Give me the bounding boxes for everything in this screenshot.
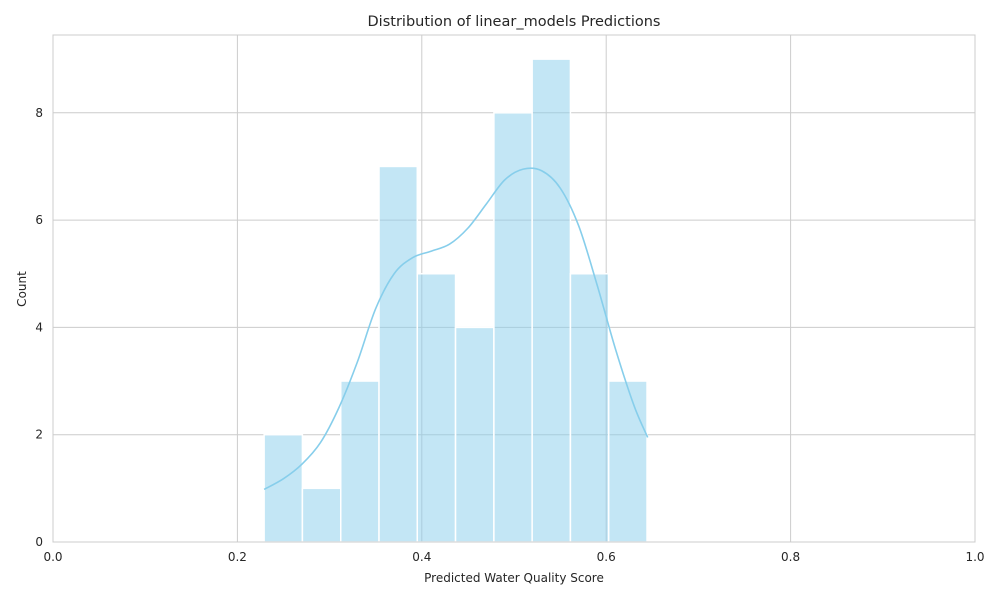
histogram-bar xyxy=(340,380,380,543)
histogram-bar xyxy=(416,272,457,543)
x-tick-label: 0.2 xyxy=(228,550,247,564)
y-tick-label: 4 xyxy=(35,320,43,334)
x-tick-labels: 0.0 0.2 0.4 0.6 0.8 1.0 xyxy=(43,550,984,564)
plot-frame xyxy=(52,34,976,543)
y-tick-label: 2 xyxy=(35,428,43,442)
y-tick-label: 8 xyxy=(35,106,43,120)
x-tick-label: 1.0 xyxy=(965,550,984,564)
histogram-bars xyxy=(263,58,648,543)
kde-curve xyxy=(263,167,649,491)
x-tick-label: 0.0 xyxy=(43,550,62,564)
histogram-bar xyxy=(301,487,342,543)
histogram-bar xyxy=(454,326,495,543)
x-tick-label: 0.6 xyxy=(597,550,616,564)
y-tick-labels: 0 2 4 6 8 xyxy=(35,106,43,549)
y-axis-label: Count xyxy=(15,271,29,307)
x-tick-label: 0.8 xyxy=(781,550,800,564)
histogram-bar xyxy=(263,433,304,543)
histogram-bar xyxy=(569,272,610,543)
x-tick-label: 0.4 xyxy=(412,550,431,564)
histogram-bar xyxy=(378,165,419,543)
histogram-bar xyxy=(493,112,533,543)
chart-title: Distribution of linear_models Prediction… xyxy=(368,14,661,30)
x-axis-label: Predicted Water Quality Score xyxy=(424,571,604,585)
y-tick-label: 6 xyxy=(35,213,43,227)
histogram-bar xyxy=(607,380,648,543)
y-tick-label: 0 xyxy=(35,535,43,549)
histogram-bar xyxy=(531,58,572,543)
